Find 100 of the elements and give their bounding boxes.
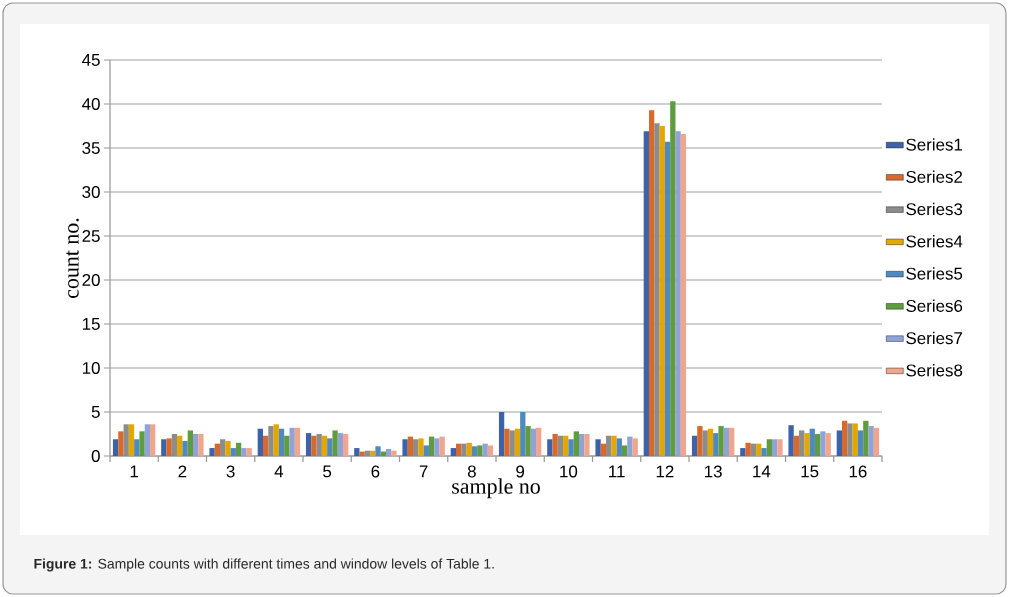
bar [595, 439, 601, 456]
bar [187, 430, 193, 456]
bar [584, 433, 590, 456]
bar [756, 443, 762, 456]
y-tick-label: 30 [82, 185, 100, 198]
bar [305, 433, 312, 456]
bar [482, 443, 488, 456]
bar [793, 435, 800, 456]
x-tick-label: 13 [705, 465, 722, 478]
legend-label: Series8 [906, 363, 963, 377]
bar [777, 439, 783, 456]
bar [359, 451, 365, 456]
bar [504, 428, 510, 456]
bar [836, 430, 842, 456]
x-tick-label: 7 [419, 465, 428, 478]
bar [536, 427, 542, 456]
bar [112, 439, 119, 456]
bar [385, 448, 392, 456]
bar [289, 427, 295, 456]
bar [225, 441, 231, 456]
bar [450, 448, 456, 456]
y-tick-label: 25 [82, 229, 100, 242]
bar [407, 436, 414, 456]
bar [311, 435, 317, 456]
bar [707, 428, 714, 456]
bar [841, 420, 848, 456]
bar [873, 427, 880, 456]
bar [177, 435, 183, 456]
bar [814, 433, 821, 456]
bar [402, 439, 408, 456]
bar [166, 438, 172, 456]
bar [466, 442, 472, 456]
bar [455, 443, 462, 456]
bar [729, 427, 735, 456]
bar [150, 424, 156, 456]
bar [718, 426, 724, 456]
bar [423, 445, 429, 456]
bar [134, 439, 140, 456]
bar [375, 446, 381, 456]
bar [804, 433, 810, 456]
bar [343, 433, 349, 456]
legend-label: Series6 [906, 299, 963, 312]
y-tick-label: 0 [91, 449, 100, 462]
x-tick-label: 14 [753, 465, 771, 478]
bar [439, 436, 445, 456]
bar [428, 436, 435, 456]
bar [868, 426, 874, 456]
bar [477, 445, 483, 456]
bar [857, 430, 864, 456]
bar [573, 431, 579, 456]
x-tick-label: 10 [560, 465, 578, 478]
y-tick-label: 40 [82, 97, 100, 110]
bar [616, 438, 622, 456]
bar [471, 446, 478, 456]
bar [192, 433, 199, 456]
bar [863, 420, 869, 456]
bar [761, 448, 767, 456]
bar [766, 439, 772, 456]
bar [568, 439, 574, 456]
bar [144, 424, 151, 456]
bar [262, 435, 269, 456]
bar [680, 133, 687, 456]
bar [273, 424, 279, 456]
bar [139, 431, 145, 456]
y-tick-label: 15 [82, 318, 100, 330]
bar [182, 441, 188, 456]
bar [241, 448, 247, 456]
bar [670, 101, 676, 456]
bar [418, 438, 424, 456]
bar [627, 436, 633, 456]
bar [771, 439, 778, 456]
bar [118, 431, 124, 456]
bar [294, 427, 301, 456]
bar [552, 433, 558, 456]
x-tick-label: 9 [516, 465, 525, 478]
bar [327, 438, 333, 456]
x-tick-label: 15 [801, 465, 819, 478]
bar [278, 428, 285, 456]
bar [198, 433, 204, 456]
bar [563, 435, 569, 456]
legend-label: Series5 [906, 267, 963, 280]
y-tick-label: 5 [91, 406, 100, 418]
bar [611, 435, 617, 456]
y-tick-label: 35 [82, 141, 100, 154]
bar [621, 445, 628, 456]
bar [434, 438, 440, 456]
bar [600, 443, 607, 456]
x-tick-label: 5 [323, 465, 332, 478]
x-tick-label: 4 [274, 465, 284, 478]
bar [246, 448, 252, 456]
x-tick-label: 8 [467, 465, 476, 478]
bar [788, 425, 794, 456]
text: Figure 1: Sample counts with different times and window levels of Table 1. [34, 558, 494, 572]
y-tick-label: 45 [82, 54, 100, 66]
bar [337, 433, 344, 456]
bar [284, 435, 290, 456]
bar [487, 445, 494, 456]
bar [713, 433, 719, 456]
bar [643, 131, 649, 456]
bar [664, 141, 671, 456]
